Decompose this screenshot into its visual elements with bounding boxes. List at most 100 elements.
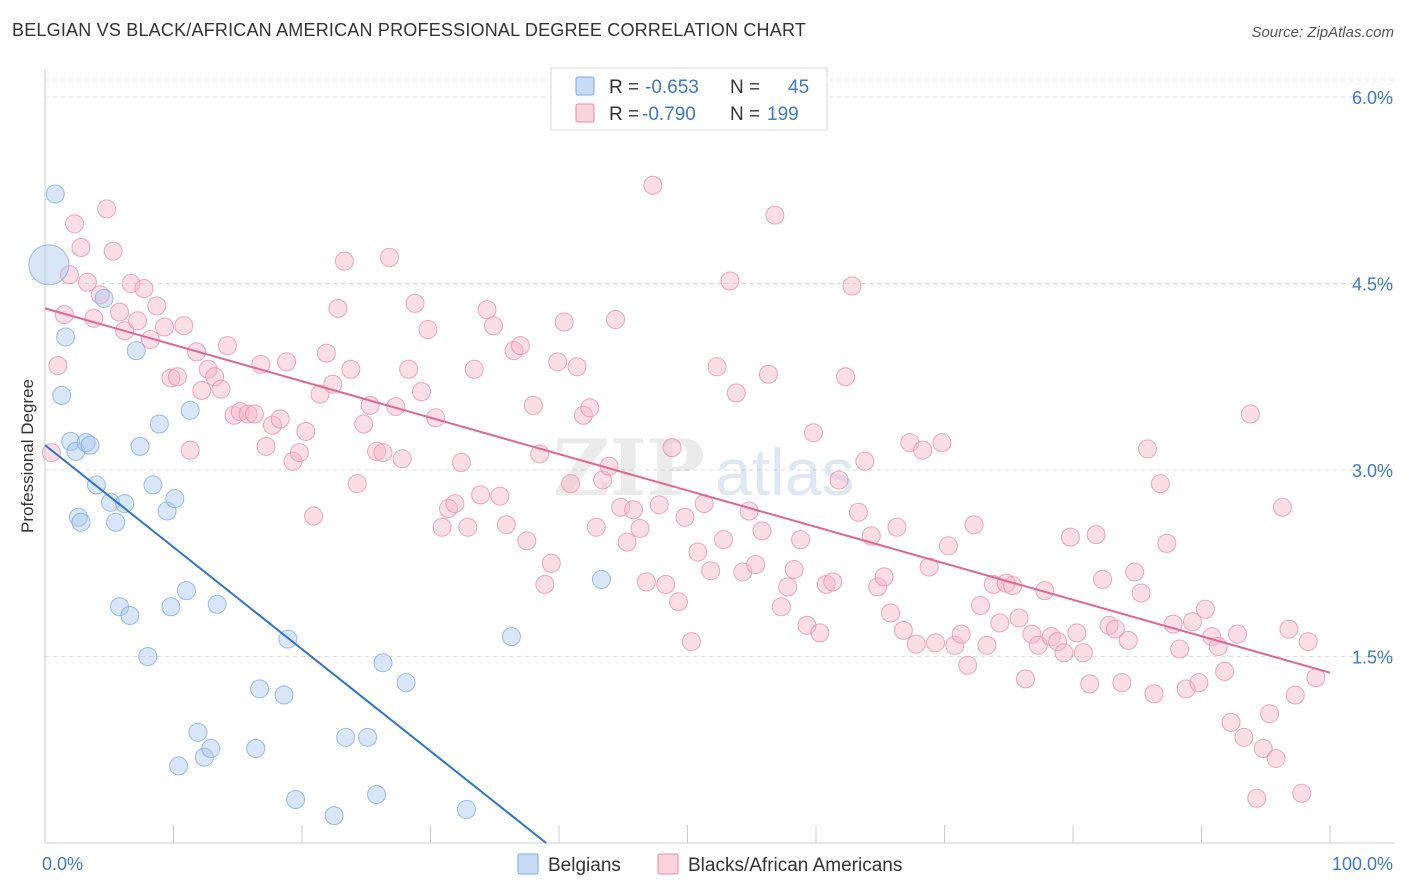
belgians-point-19 [138, 647, 158, 666]
belgians-point-31 [207, 594, 227, 614]
blacks-point-104 [707, 357, 727, 377]
blacks-point-166 [1105, 619, 1125, 639]
x-tick-label-0: 0.0% [42, 854, 83, 874]
blacks-point-127 [855, 451, 875, 471]
legend-swatch-blacks [575, 103, 595, 123]
blacks-point-54 [386, 397, 406, 417]
blacks-point-183 [1215, 661, 1235, 681]
belgians-point-39 [358, 727, 378, 747]
blacks-point-62 [438, 499, 458, 519]
blacks-point-159 [1060, 527, 1080, 547]
bottom-legend-swatch-blacks [657, 853, 679, 875]
blacks-point-132 [887, 517, 907, 537]
x-tick-labels: 0.0% 100.0% [42, 854, 1393, 874]
blacks-point-160 [1067, 623, 1087, 643]
blacks-point-185 [1227, 624, 1247, 644]
bottom-legend-label-blacks: Blacks/African Americans [688, 855, 902, 876]
bottom-legend-swatch-belgians [517, 853, 539, 875]
blacks-point-169 [1125, 562, 1145, 582]
blacks-point-165 [1099, 615, 1119, 635]
belgians-point-13 [106, 512, 126, 532]
blacks-point-6 [77, 272, 97, 292]
blacks-point-122 [823, 572, 843, 592]
blacks-point-139 [932, 433, 952, 453]
blacks-point-29 [224, 405, 244, 425]
blacks-point-34 [256, 436, 276, 456]
source-label: Source: ZipAtlas.com [1251, 24, 1394, 41]
belgians-point-40 [367, 785, 387, 805]
blacks-point-97 [662, 438, 682, 458]
belgians-point-27 [180, 400, 200, 420]
blacks-point-106 [720, 271, 740, 291]
blacks-point-10 [103, 241, 123, 261]
y-tick-labels: 1.5% 3.0% 4.5% 6.0% [1352, 88, 1393, 668]
blacks-point-68 [477, 300, 497, 320]
blacks-point-74 [517, 531, 537, 551]
blacks-point-156 [1041, 627, 1061, 647]
legend-n-value-1: 45 [788, 77, 809, 98]
blacks-point-1 [48, 356, 68, 376]
blacks-point-143 [958, 655, 978, 675]
blacks-point-187 [1240, 404, 1260, 424]
belgians-point-3 [56, 327, 76, 347]
belgians-point-0 [28, 244, 70, 286]
blacks-point-79 [548, 352, 568, 372]
trend-line-belgians [44, 444, 547, 844]
belgians-point-37 [324, 806, 344, 826]
blacks-point-119 [803, 423, 823, 443]
blacks-point-70 [490, 486, 510, 506]
blacks-point-126 [848, 502, 868, 522]
blacks-point-66 [464, 359, 484, 379]
blacks-point-152 [1015, 669, 1035, 689]
blacks-point-150 [1003, 576, 1023, 596]
belgians-point-7 [71, 512, 91, 532]
belgians-point-9 [80, 435, 100, 455]
watermark-atlas: atlas [715, 435, 854, 509]
blacks-point-60 [426, 408, 446, 428]
blacks-point-36 [270, 409, 290, 429]
legend-r-value-1: -0.653 [645, 77, 699, 98]
belgians-point-42 [396, 673, 416, 693]
belgians-point-26 [176, 581, 196, 601]
belgians-point-2 [52, 385, 72, 405]
watermark-zip: ZIP [553, 423, 705, 514]
blacks-point-98 [669, 592, 689, 612]
blacks-point-65 [458, 517, 478, 537]
blacks-point-64 [451, 453, 471, 473]
blacks-point-93 [636, 572, 656, 592]
blacks-point-99 [675, 507, 695, 527]
blacks-point-15 [134, 278, 154, 298]
blacks-point-157 [1048, 632, 1068, 652]
blacks-point-125 [842, 276, 862, 296]
blacks-point-116 [784, 559, 804, 579]
blacks-point-67 [471, 485, 491, 505]
blacks-point-129 [868, 577, 888, 597]
y-tick-label-0: 1.5% [1352, 648, 1393, 668]
blacks-point-48 [347, 474, 367, 494]
y-tick-label-1: 3.0% [1352, 461, 1393, 481]
blacks-point-136 [913, 440, 933, 460]
correlation-legend: R = -0.653 N = 45 R = -0.790 N = 199 [550, 67, 828, 131]
blacks-point-25 [198, 359, 218, 379]
belgians-point-44 [501, 627, 521, 647]
blacks-point-153 [1022, 624, 1042, 644]
blacks-point-53 [379, 247, 399, 267]
blacks-point-91 [624, 500, 644, 520]
blacks-point-133 [893, 620, 913, 640]
blacks-point-52 [373, 443, 393, 463]
legend-n-label-2: N = [730, 104, 760, 125]
belgians-point-34 [274, 685, 294, 705]
blacks-point-148 [990, 613, 1010, 633]
blacks-point-105 [713, 530, 733, 550]
blacks-point-80 [554, 312, 574, 332]
blacks-point-170 [1131, 583, 1151, 603]
blacks-point-24 [192, 380, 212, 400]
blacks-point-135 [906, 634, 926, 654]
belgians-point-18 [130, 436, 150, 456]
belgians-point-36 [286, 789, 306, 809]
blacks-point-90 [617, 532, 637, 552]
blacks-point-75 [523, 395, 543, 415]
series-legend: Belgians Blacks/African Americans [517, 853, 902, 876]
blacks-point-115 [778, 577, 798, 597]
